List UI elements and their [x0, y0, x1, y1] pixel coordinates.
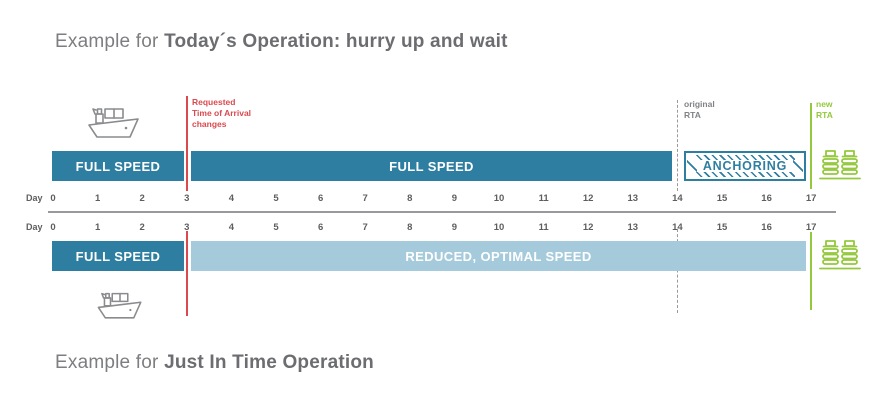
rta-change-line-top [186, 96, 188, 191]
day-tick-label: 5 [273, 193, 279, 204]
jit-fullspeed-bar: FULL SPEED [52, 241, 184, 271]
original-rta-line-bottom [677, 229, 678, 313]
day-tick-label: 14 [672, 222, 683, 233]
day-tick-label: 10 [493, 222, 505, 233]
ship-icon [97, 292, 142, 319]
day-tick-label: 2 [139, 193, 145, 204]
day-tick-label: 6 [317, 193, 324, 204]
day-tick-label: 1 [94, 193, 101, 204]
day-tick-label: 15 [716, 222, 728, 233]
day-tick-label: 9 [451, 222, 458, 233]
rta-change-line3: changes [192, 119, 227, 130]
new-rta-line-top [810, 103, 812, 189]
day-tick-label: 7 [362, 193, 368, 204]
rta-change-line-bottom [186, 231, 188, 316]
new-rta-label: new RTA [816, 99, 833, 121]
day-tick-label: 1 [94, 222, 101, 233]
title-prefix: Example for [55, 31, 165, 52]
new-rta-line1: new [816, 99, 833, 109]
rta-change-label: Requested Time of Arrival changes [192, 97, 251, 130]
day-axis-top-word: Day [26, 193, 43, 203]
today-operation-title: Example for Today´s Operation: hurry up … [55, 31, 508, 53]
port-bollards-icon [819, 240, 861, 270]
port-bollards-icon [819, 150, 861, 180]
title-bold: Just In Time Operation [164, 352, 374, 373]
ship-icon [88, 108, 139, 138]
anchoring-hatch-bottom [695, 172, 795, 177]
anchoring-hatch-top [695, 155, 795, 160]
day-tick-label: 14 [672, 193, 683, 204]
day-tick-label: 11 [538, 193, 549, 204]
title-prefix: Example for [55, 352, 165, 373]
today-fullspeed-bar-1: FULL SPEED [52, 151, 184, 181]
original-rta-line1: original [684, 99, 715, 109]
today-fullspeed-label-1: FULL SPEED [75, 158, 161, 174]
day-tick-label: 7 [362, 222, 368, 233]
day-tick-label: 6 [317, 222, 324, 233]
day-tick-label: 8 [407, 222, 413, 233]
day-tick-label: 13 [627, 193, 639, 204]
day-axis-top: Day 0 1 2 3 4 5 6 7 8 9 10 11 12 13 14 15 16 17 [0, 193, 882, 205]
day-tick-label: 12 [582, 222, 594, 233]
day-tick-label: 17 [805, 193, 817, 204]
anchoring-diag-left [687, 155, 697, 177]
timeline-divider-line [48, 211, 836, 213]
day-tick-label: 17 [805, 222, 817, 233]
day-tick-label: 11 [538, 222, 549, 233]
new-rta-line-bottom [810, 232, 812, 310]
today-fullspeed-bar-2: FULL SPEED [191, 151, 672, 181]
day-tick-label: 16 [761, 222, 772, 233]
jit-operation-title: Example for Just In Time Operation [55, 352, 374, 374]
jit-reduced-speed-bar: REDUCED, OPTIMAL SPEED [191, 241, 806, 271]
day-tick-label: 15 [716, 193, 728, 204]
day-tick-label: 2 [139, 222, 145, 233]
day-tick-label: 8 [407, 193, 413, 204]
day-tick-label: 13 [627, 222, 639, 233]
original-rta-line-top [677, 100, 678, 191]
day-tick-label: 12 [582, 193, 594, 204]
day-tick-label: 16 [761, 193, 772, 204]
day-tick-label: 10 [493, 193, 505, 204]
title-bold: Today´s Operation: hurry up and wait [164, 31, 508, 52]
day-tick-label: 0 [50, 222, 56, 233]
today-fullspeed-label-2: FULL SPEED [389, 158, 474, 174]
day-tick-label: 0 [50, 193, 56, 204]
day-axis-bottom-word: Day [26, 222, 43, 232]
original-rta-line2: RTA [684, 110, 701, 121]
day-tick-label: 9 [451, 193, 458, 204]
day-tick-label: 3 [184, 222, 190, 233]
rta-change-line1: Requested [192, 97, 236, 107]
new-rta-line2: RTA [816, 110, 833, 121]
day-tick-label: 5 [273, 222, 279, 233]
jit-fullspeed-label: FULL SPEED [75, 248, 161, 264]
today-anchoring-bar: ANCHORING [684, 151, 806, 181]
anchoring-diag-right [793, 155, 803, 177]
jit-reduced-speed-label: REDUCED, OPTIMAL SPEED [405, 248, 592, 264]
day-tick-label: 4 [228, 193, 235, 204]
day-tick-label: 4 [228, 222, 235, 233]
day-tick-label: 3 [184, 193, 190, 204]
day-axis-bottom: Day 0 1 2 3 4 5 6 7 8 9 10 11 12 13 14 15 16 17 [0, 222, 882, 234]
today-anchoring-label: ANCHORING [702, 159, 788, 173]
rta-change-line2: Time of Arrival [192, 108, 252, 119]
original-rta-label: original RTA [684, 99, 715, 121]
